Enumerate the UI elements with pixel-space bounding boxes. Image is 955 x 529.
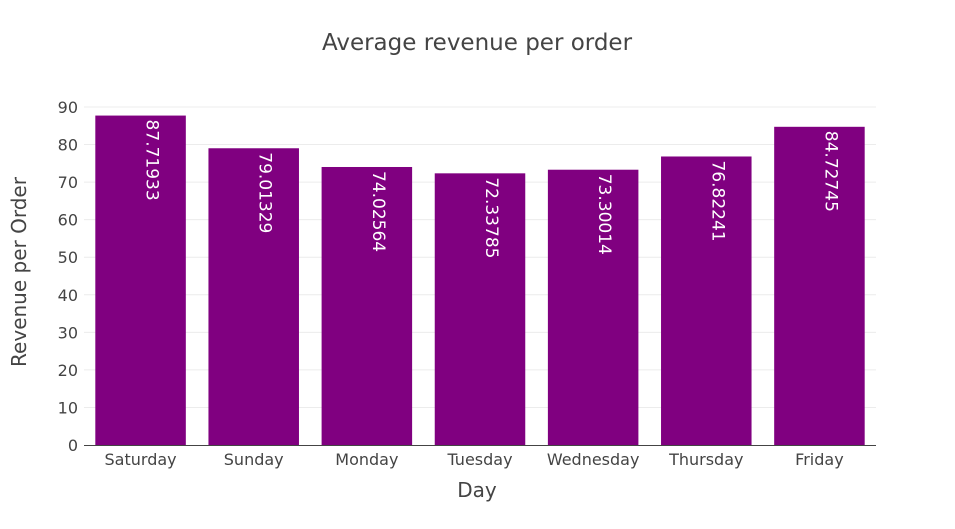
x-tick-label: Sunday xyxy=(224,450,284,469)
y-tick-label: 60 xyxy=(58,211,78,230)
bar xyxy=(321,166,413,445)
bar-value-label: 79.01329 xyxy=(255,152,275,233)
data-labels: 87.71933 79.01329 74.02564 72.33785 73.30014… xyxy=(142,120,841,259)
y-tick-label: 30 xyxy=(58,323,78,342)
y-axis-title: Revenue per Order xyxy=(7,176,31,367)
x-tick-label: Friday xyxy=(795,450,844,469)
bar xyxy=(434,173,526,446)
bar-value-label: 87.71933 xyxy=(142,120,162,201)
bar xyxy=(774,126,865,445)
bar-value-label: 74.02564 xyxy=(368,171,388,252)
y-axis-ticks: 0 10 20 30 40 50 60 70 80 90 xyxy=(58,98,78,455)
bar xyxy=(95,115,186,445)
bars xyxy=(95,115,865,446)
x-tick-label: Monday xyxy=(335,450,398,469)
x-axis-ticks: Saturday Sunday Monday Tuesday Wednesday Thur… xyxy=(105,450,844,469)
y-tick-label: 70 xyxy=(58,173,78,192)
y-tick-label: 0 xyxy=(68,436,78,455)
bar xyxy=(547,169,639,445)
x-axis-title: Day xyxy=(457,478,497,502)
y-tick-label: 10 xyxy=(58,398,78,417)
x-tick-label: Wednesday xyxy=(547,450,640,469)
x-tick-label: Tuesday xyxy=(446,450,512,469)
x-tick-label: Thursday xyxy=(668,450,743,469)
x-tick-label: Saturday xyxy=(105,450,177,469)
bar xyxy=(661,156,752,445)
bar-value-label: 72.33785 xyxy=(481,177,501,258)
y-tick-label: 80 xyxy=(58,136,78,155)
bar-value-label: 84.72745 xyxy=(820,131,840,212)
y-tick-label: 40 xyxy=(58,286,78,305)
bar xyxy=(208,148,299,445)
bar-value-label: 73.30014 xyxy=(594,174,614,255)
y-tick-label: 20 xyxy=(58,361,78,380)
y-tick-label: 50 xyxy=(58,248,78,267)
chart-title: Average revenue per order xyxy=(322,30,633,56)
y-tick-label: 90 xyxy=(58,98,78,117)
bar-value-label: 76.82241 xyxy=(707,160,727,241)
